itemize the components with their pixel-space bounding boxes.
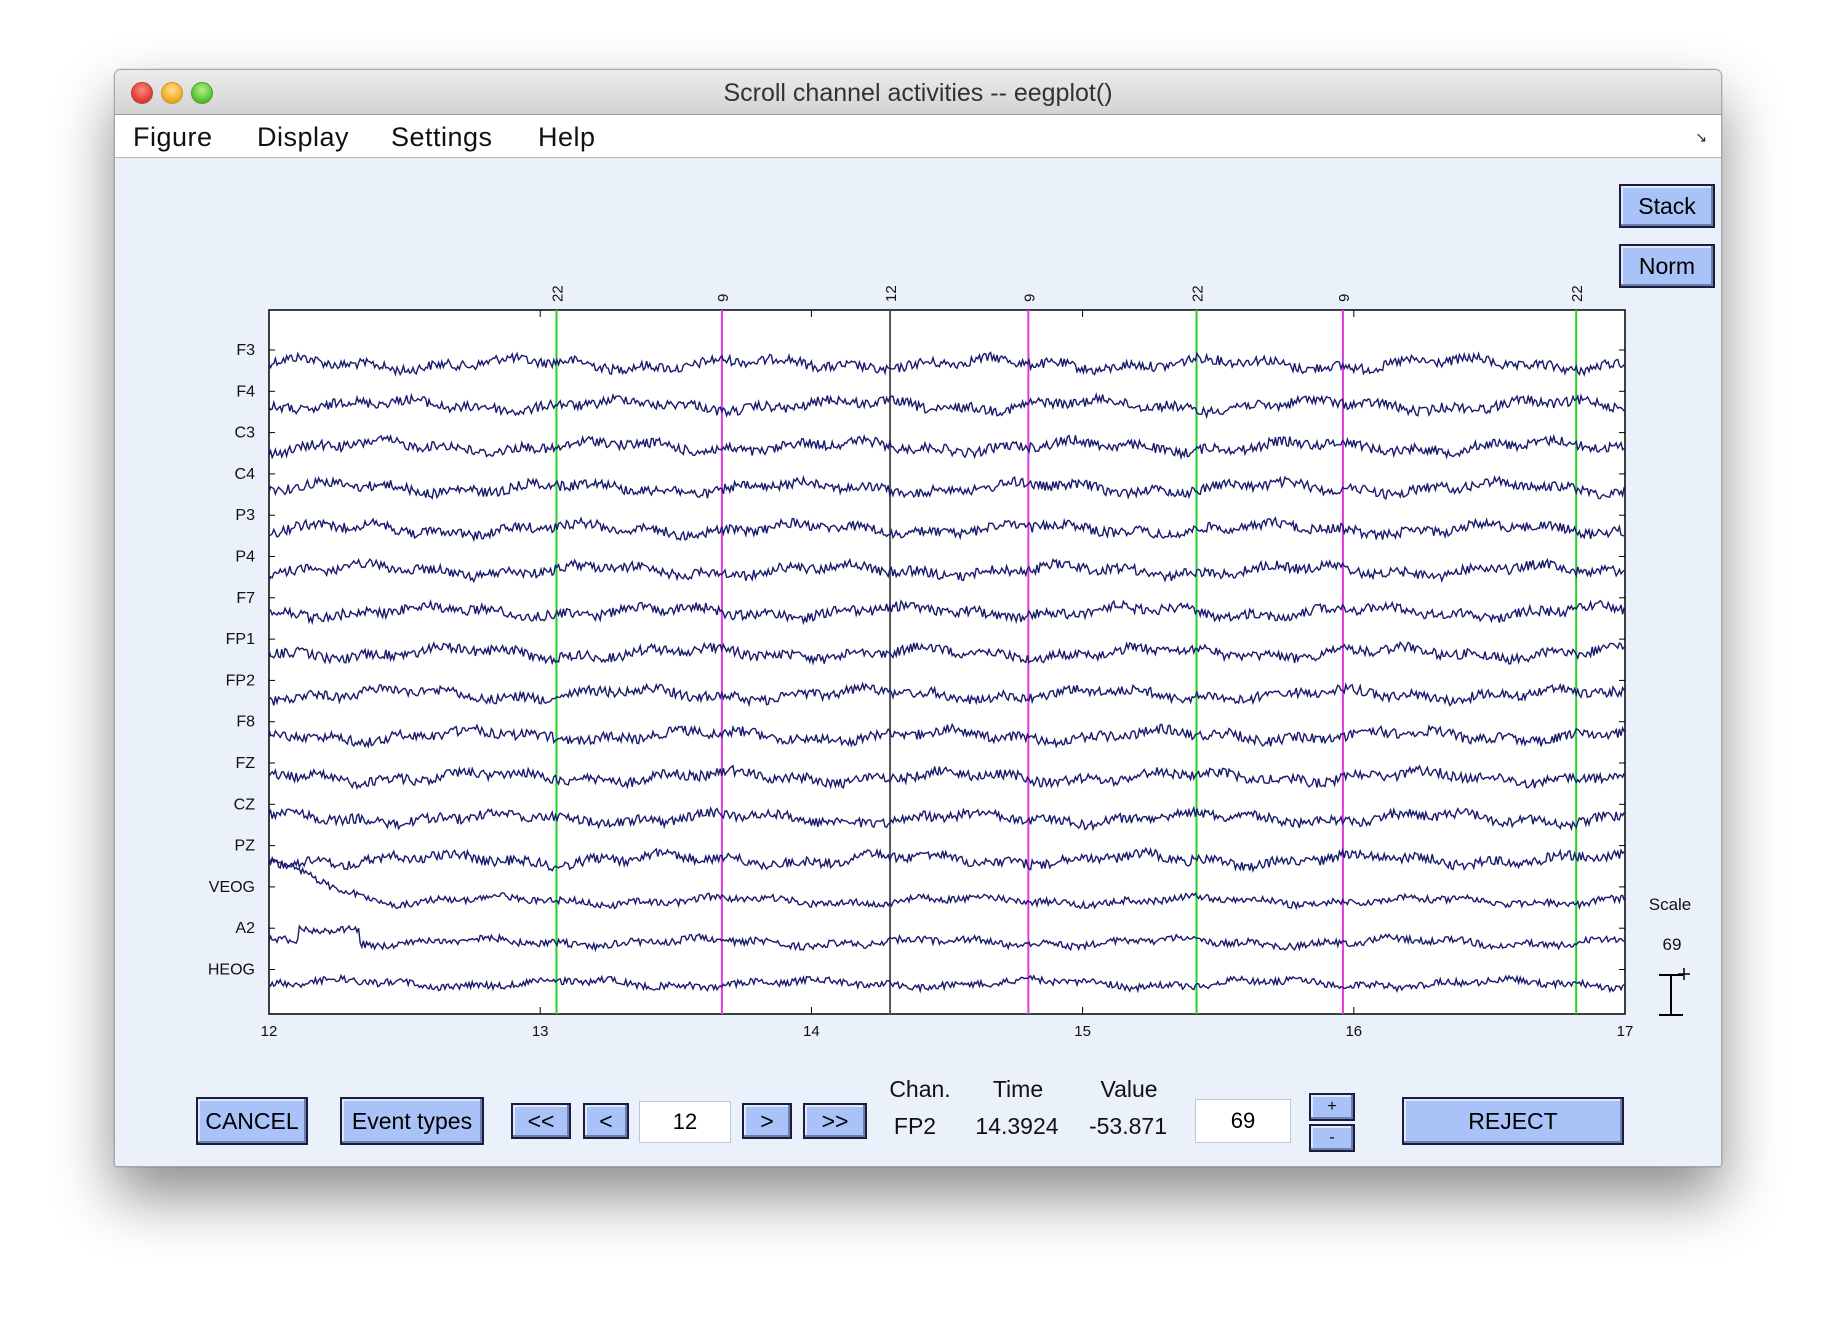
plot-frame [268,309,1626,1015]
time-input[interactable]: 12 [639,1101,731,1143]
value-header: Value [1100,1076,1158,1102]
eegplot-window: Scroll channel activities -- eegplot() F… [114,69,1722,1167]
event-label-12: 12 [883,285,900,302]
scale-increase-button[interactable]: + [1309,1093,1355,1121]
trace-p3 [268,516,1625,543]
trace-veog [268,857,1625,911]
scroll-prev-button[interactable]: < [583,1103,629,1139]
scroll-last-button[interactable]: >> [803,1103,867,1139]
channel-label-a2: A2 [235,920,255,937]
channel-label-fp2: FP2 [226,672,255,689]
event-markers: 22 9 12 9 22 9 22 [549,285,1586,302]
channel-label-f3: F3 [236,342,255,359]
close-window-icon[interactable] [131,82,153,104]
menu-bar: Figure Display Settings Help ↘ [115,115,1721,158]
channel-label-f4: F4 [236,383,255,400]
scale-bar-icon [1659,968,1690,1016]
resize-arrow-icon[interactable]: ↘ [1695,129,1707,145]
norm-button[interactable]: Norm [1619,244,1715,288]
time-header: Time [992,1076,1044,1102]
value-readout: -53.871 [1088,1113,1167,1139]
x-tick-label-17: 17 [1617,1023,1634,1040]
trace-f7 [268,598,1625,626]
channel-label-fp1: FP1 [226,631,255,648]
scale-label: Scale [1649,895,1692,914]
channel-label-p4: P4 [235,549,255,566]
trace-fz [268,764,1625,790]
zoom-window-icon[interactable] [191,82,213,104]
channel-label-f7: F7 [236,590,255,607]
chan-readout: FP2 [893,1113,937,1139]
x-tick-label-16: 16 [1345,1023,1362,1040]
reject-button[interactable]: REJECT [1402,1097,1624,1145]
trace-f4 [268,391,1625,420]
title-bar: Scroll channel activities -- eegplot() [115,70,1721,115]
channel-label-cz: CZ [234,796,256,813]
x-tick-label-13: 13 [532,1023,549,1040]
event-types-button[interactable]: Event types [340,1097,484,1145]
channel-label-heog: HEOG [208,962,255,979]
trace-fp2 [268,681,1625,708]
trace-f8 [268,722,1625,749]
x-tick-label-15: 15 [1074,1023,1091,1040]
channel-label-pz: PZ [235,838,256,855]
menu-settings[interactable]: Settings [391,122,493,152]
x-axis-ticks: 12 13 14 15 16 17 [261,310,1634,1040]
trace-c4 [268,474,1625,501]
chan-header: Chan. [889,1076,951,1102]
menu-help[interactable]: Help [538,122,596,152]
scale-input[interactable]: 69 [1195,1099,1291,1143]
channel-label-p3: P3 [235,507,255,524]
trace-heog [268,973,1625,994]
scroll-first-button[interactable]: << [511,1103,571,1139]
trace-f3 [268,351,1625,377]
trace-p4 [268,557,1625,584]
event-label-9: 9 [1021,294,1038,302]
stack-button[interactable]: Stack [1619,184,1715,228]
menu-display[interactable]: Display [257,122,350,152]
channel-labels: F3 F4 C3 C4 P3 P4 F7 FP1 FP2 F8 FZ CZ PZ VEOG A2 HEOG [208,342,1625,979]
scale-decrease-button[interactable]: - [1309,1124,1355,1152]
x-tick-label-12: 12 [261,1023,278,1040]
trace-pz [268,846,1625,873]
minimize-window-icon[interactable] [161,82,183,104]
scale-value: 69 [1663,935,1682,954]
eeg-plot[interactable]: 22 9 12 9 22 9 22 F3 F4 C3 C4 P3 P4 F7 FP1 FP2 F8 FZ CZ PZ… [115,70,1721,1070]
time-readout: 14.3924 [975,1113,1059,1139]
event-label-22: 22 [1190,285,1207,302]
menu-figure[interactable]: Figure [133,122,213,152]
x-tick-label-14: 14 [803,1023,820,1040]
channel-label-c4: C4 [235,466,256,483]
trace-cz [268,805,1625,832]
event-label-22: 22 [549,285,566,302]
channel-traces [268,351,1625,994]
trace-c3 [268,433,1625,461]
scroll-next-button[interactable]: > [742,1103,792,1139]
window-title: Scroll channel activities -- eegplot() [723,79,1113,107]
trace-fp1 [268,640,1625,666]
cancel-button[interactable]: CANCEL [196,1097,308,1145]
event-label-22: 22 [1569,285,1586,302]
channel-label-f8: F8 [236,714,255,731]
trace-a2 [268,924,1625,953]
channel-label-c3: C3 [235,425,256,442]
channel-label-veog: VEOG [209,879,255,896]
event-label-9: 9 [715,294,732,302]
event-label-9: 9 [1336,294,1353,302]
channel-label-fz: FZ [235,755,255,772]
